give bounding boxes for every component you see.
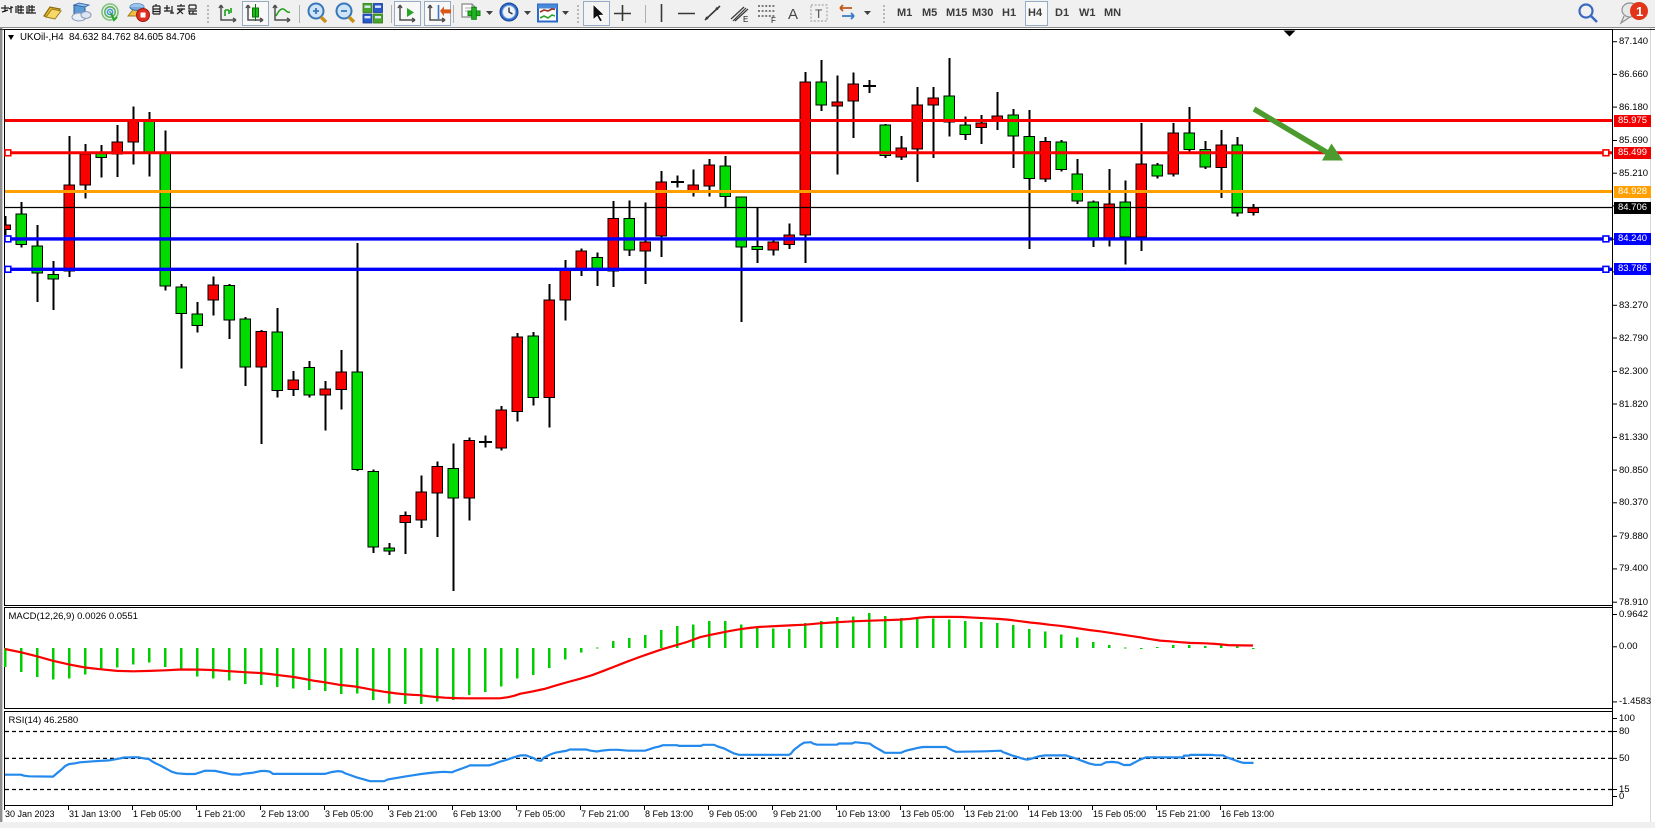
svg-text:F: F — [771, 16, 776, 25]
svg-text:1: 1 — [1636, 4, 1643, 19]
svg-text:T: T — [815, 7, 823, 21]
svg-text:A: A — [788, 6, 798, 23]
svg-text:E: E — [743, 15, 748, 24]
